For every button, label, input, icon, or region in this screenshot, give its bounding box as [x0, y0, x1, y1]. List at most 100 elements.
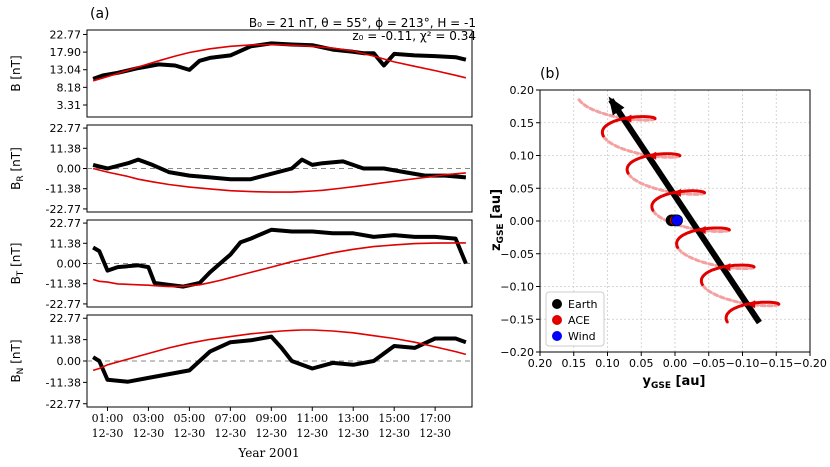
x-tick-time: 09:00: [255, 412, 287, 425]
x-tick-label: 0.15: [562, 357, 587, 370]
y-tick-label: 11.38: [50, 142, 82, 155]
x-tick-time: 13:00: [337, 412, 369, 425]
x-tick-label: 0.20: [528, 357, 553, 370]
x-tick-date: 12-30: [419, 427, 451, 440]
y-tick-label: -22.77: [46, 203, 81, 216]
legend-marker-wind: [552, 331, 562, 341]
x-tick-time: 03:00: [133, 412, 165, 425]
x-tick-time: 05:00: [174, 412, 206, 425]
legend-label-wind: Wind: [568, 330, 596, 343]
y-tick-label: 22.77: [50, 217, 82, 230]
x-tick-date: 12-30: [214, 427, 246, 440]
y-tick-label: 11.38: [50, 237, 82, 250]
series-model: [92, 167, 466, 193]
x-tick-date: 12-30: [92, 427, 124, 440]
y-tick-label: 0.15: [510, 117, 535, 130]
y-tick-label: -11.38: [46, 278, 81, 291]
axes-frame-b: [539, 89, 811, 353]
x-tick-date: 12-30: [337, 427, 369, 440]
x-tick-time: 15:00: [378, 412, 410, 425]
helix-arrowhead: [648, 151, 657, 160]
x-tick-label: −0.10: [726, 357, 760, 370]
panel-a-annotation-1: B₀ = 21 nT, θ = 55°, ϕ = 213°, H = -1: [249, 16, 476, 30]
x-tick-time: 01:00: [92, 412, 124, 425]
y-tick-label: −0.10: [500, 281, 534, 294]
legend-marker-ace: [552, 315, 562, 325]
x-tick-time: 07:00: [214, 412, 246, 425]
x-tick-date: 12-30: [378, 427, 410, 440]
helix-arrowhead: [672, 188, 681, 197]
helix-arrowhead: [747, 300, 756, 309]
panel-b-ylabel: zGSE [au]: [489, 189, 506, 251]
panels-a: 22.77 17.90 13.04 8.18 3.31 B [nT] 22.77 11.38 0…: [9, 28, 473, 411]
helix-arrowhead: [623, 114, 632, 123]
helix-arrowhead: [697, 225, 706, 234]
x-tick-label: 0.05: [629, 357, 654, 370]
subplot-a3: 22.77 11.38 0.00 -11.38 -22.77 BT [nT]: [9, 217, 473, 311]
panel-a-xlabel: Year 2001: [237, 446, 299, 460]
y-tick-label: 22.77: [50, 122, 82, 135]
series-model: [92, 242, 466, 288]
x-tick-label: −0.05: [692, 357, 726, 370]
y-tick-label: 0.05: [510, 182, 535, 195]
panel-b: 0.20 0.15 0.10 0.05 0.00 −0.05 −0.10 −0.15 −0.20…: [500, 84, 827, 370]
x-tick-time: 11:00: [296, 412, 328, 425]
y-tick-label: 0.00: [57, 355, 82, 368]
y-tick-label: −0.15: [500, 313, 534, 326]
series-model: [92, 43, 467, 82]
point-wind: [671, 214, 683, 227]
y-axis-label: BN [nT]: [9, 339, 26, 382]
legend: Earth ACE Wind: [545, 291, 605, 347]
y-tick-label: 0.00: [510, 215, 535, 228]
series-observed: [92, 157, 467, 182]
subplot-a4: 22.77 11.38 0.00 -11.38 -22.77 BN [nT]: [9, 312, 473, 411]
panel-a-annotation-2: z₀ = -0.11, χ² = 0.34: [352, 29, 476, 43]
panel-b-xlabel: yGSE [au]: [643, 374, 706, 391]
legend-label-earth: Earth: [568, 298, 598, 311]
rope-axis: [608, 98, 762, 325]
x-tick-label: 0.10: [595, 357, 620, 370]
x-tick-time: 17:00: [419, 412, 451, 425]
x-tick-date: 12-30: [255, 427, 287, 440]
x-tick-date: 12-30: [174, 427, 206, 440]
y-tick-label: 0.20: [510, 84, 535, 97]
x-tick-label: −0.20: [793, 357, 827, 370]
y-tick-label: −0.05: [500, 248, 534, 261]
series-model: [92, 329, 467, 372]
panel-a-tag: (a): [90, 6, 110, 22]
y-tick-label: 22.77: [50, 312, 82, 325]
subplot-a1: 22.77 17.90 13.04 8.18 3.31 B [nT]: [9, 28, 473, 118]
y-tick-label: 0.10: [510, 150, 535, 163]
subplot-a2: 22.77 11.38 0.00 -11.38 -22.77 BR [nT]: [9, 122, 473, 216]
y-tick-label: 0.00: [57, 258, 82, 271]
y-tick-label: 17.90: [50, 46, 82, 59]
y-tick-label: -11.38: [46, 376, 81, 389]
helix-arrowhead: [722, 263, 731, 272]
panel-b-tag: (b): [540, 66, 560, 82]
rope-axis-arrowhead: [608, 96, 625, 116]
y-tick-label: -22.77: [46, 398, 81, 411]
y-tick-label: −0.20: [500, 346, 534, 359]
series-observed: [92, 41, 467, 81]
y-tick-label: -11.38: [46, 183, 81, 196]
y-tick-label: 3.31: [57, 99, 82, 112]
y-tick-label: 22.77: [50, 28, 82, 41]
y-axis-label: B [nT]: [9, 55, 23, 91]
x-tick-date: 12-30: [296, 427, 328, 440]
x-tick-label: −0.15: [759, 357, 793, 370]
x-tick-date: 12-30: [133, 427, 165, 440]
y-tick-label: 8.18: [57, 81, 82, 94]
y-tick-label: 0.00: [57, 163, 82, 176]
y-axis-label: BR [nT]: [9, 147, 26, 190]
series-observed: [92, 227, 468, 289]
axes-frame: [86, 29, 473, 118]
x-tick-label: 0.00: [663, 357, 688, 370]
x-ticks-a: 01:00 12-30 03:00 12-30 05:00 12-30 07:00 12-30…: [92, 407, 451, 440]
series-observed: [92, 334, 467, 384]
y-tick-label: 13.04: [50, 64, 82, 77]
legend-marker-earth: [552, 299, 562, 309]
legend-label-ace: ACE: [568, 314, 590, 327]
y-tick-label: 11.38: [50, 334, 82, 347]
y-axis-label: BT [nT]: [9, 243, 26, 285]
